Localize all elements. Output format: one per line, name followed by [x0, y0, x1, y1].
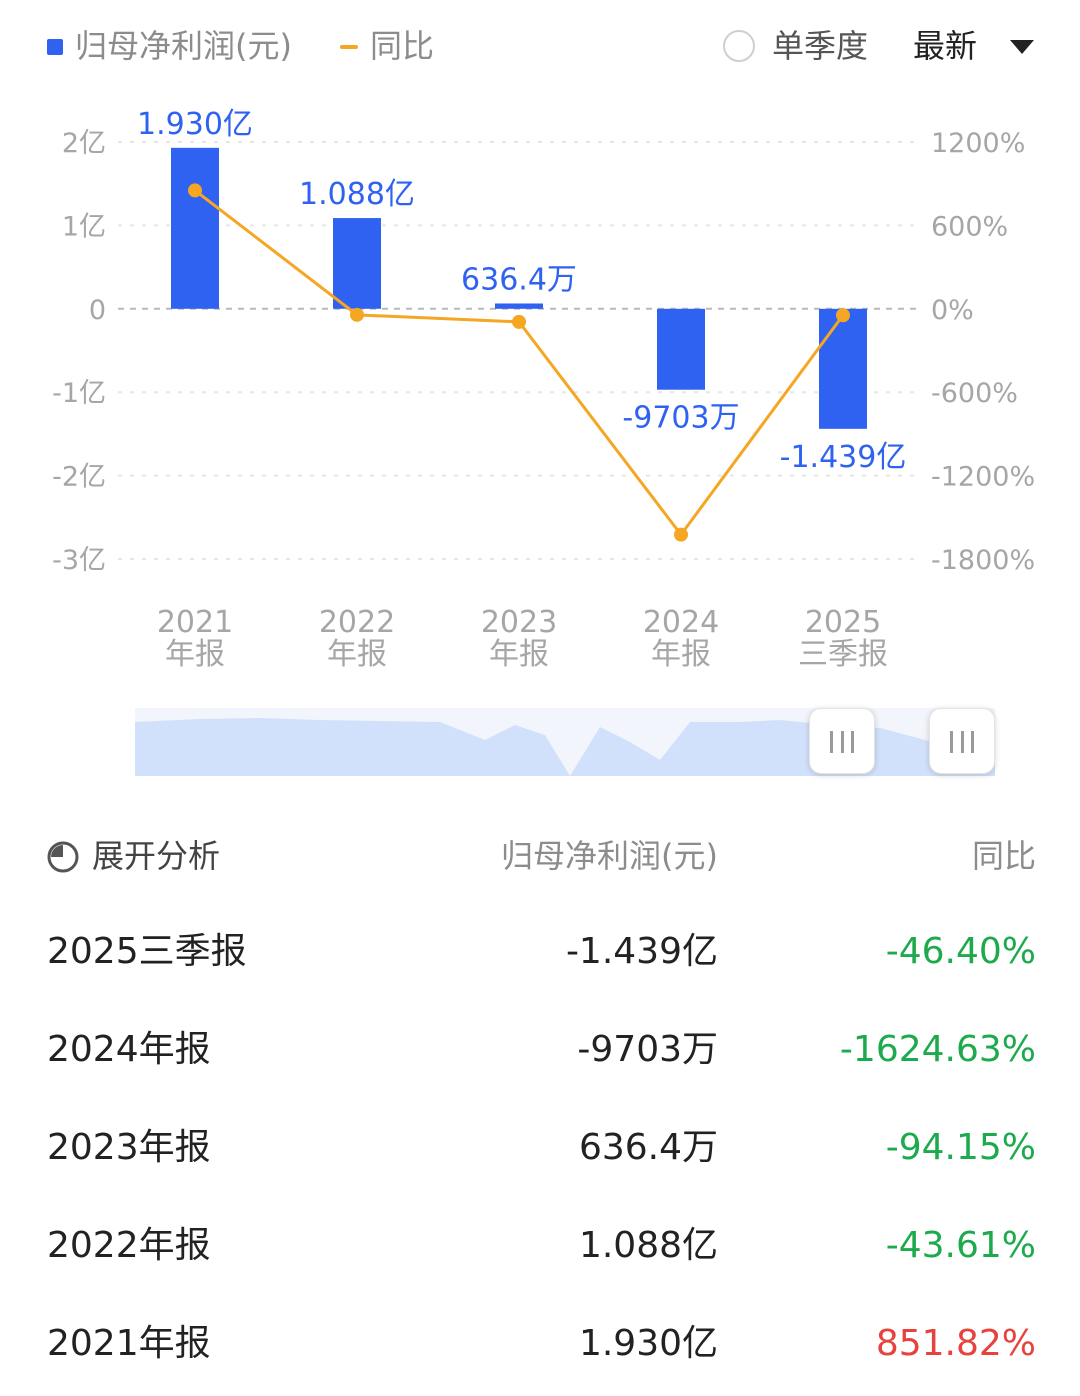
row-yoy: -1624.63% [839, 1029, 1036, 1070]
bar-data-label: 1.088亿 [299, 177, 415, 212]
category-label-year: 2025 [805, 605, 881, 640]
category-label-period: 年报 [165, 637, 225, 672]
table-header: 展开分析 归母净利润(元) 同比 [0, 826, 1080, 886]
left-axis-tick-label: -1亿 [52, 378, 106, 409]
category-label-period: 三季报 [798, 637, 888, 672]
column-header-net-profit: 归母净利润(元) [501, 837, 718, 875]
table-row[interactable]: 2021年报 1.930亿 851.82% [0, 1295, 1080, 1393]
chart-legend-bar: 归母净利润(元) 同比 单季度 最新 [0, 0, 1080, 92]
yoy-point [674, 527, 688, 542]
right-axis-tick-label: 0% [931, 295, 974, 326]
row-yoy: -43.61% [885, 1225, 1036, 1266]
row-net-profit: -1.439亿 [565, 931, 718, 972]
single-quarter-label[interactable]: 单季度 [772, 27, 869, 65]
row-period: 2025三季报 [47, 931, 247, 972]
row-yoy: -46.40% [885, 931, 1036, 972]
legend-yoy[interactable]: 同比 [370, 27, 435, 65]
column-header-yoy: 同比 [971, 837, 1036, 875]
row-net-profit: 1.088亿 [578, 1225, 718, 1266]
row-period: 2024年报 [47, 1029, 211, 1070]
row-period: 2022年报 [47, 1225, 211, 1266]
pie-chart-icon[interactable] [46, 840, 80, 874]
single-quarter-radio[interactable] [723, 30, 755, 62]
category-label-period: 年报 [489, 637, 549, 672]
row-yoy: -94.15% [885, 1127, 1036, 1168]
bar [495, 303, 543, 309]
bar-data-label: 636.4万 [461, 262, 577, 297]
yoy-line [194, 189, 845, 538]
bar [819, 308, 867, 429]
category-label-period: 年报 [651, 637, 711, 672]
legend-net-profit[interactable]: 归母净利润(元) [75, 27, 292, 65]
right-axis-tick-label: -1800% [931, 545, 1035, 576]
right-axis-tick-label: -600% [931, 378, 1018, 409]
bar-data-label: -1.439亿 [780, 440, 907, 475]
category-label-period: 年报 [327, 637, 387, 672]
left-axis-tick-label: 0 [89, 295, 106, 326]
bar-legend-marker [47, 39, 63, 55]
row-period: 2021年报 [47, 1323, 211, 1364]
yoy-point [188, 183, 202, 198]
yoy-point [836, 308, 850, 323]
category-label-year: 2023 [481, 605, 557, 640]
row-yoy: 851.82% [875, 1323, 1036, 1364]
period-dropdown[interactable]: 最新 [913, 27, 978, 65]
line-legend-marker [340, 45, 358, 49]
right-axis-tick-label: 600% [931, 211, 1008, 242]
minimap-area [135, 708, 995, 776]
table-row[interactable]: 2024年报 -9703万 -1624.63% [0, 1001, 1080, 1099]
row-net-profit: -9703万 [577, 1029, 718, 1070]
left-axis-tick-label: -2亿 [52, 462, 106, 493]
bar [333, 218, 381, 309]
row-period: 2023年报 [47, 1127, 211, 1168]
bar-data-label: 1.930亿 [137, 107, 253, 142]
table-row[interactable]: 2023年报 636.4万 -94.15% [0, 1099, 1080, 1197]
right-axis-tick-label: -1200% [931, 462, 1035, 493]
grip-icon [950, 731, 974, 753]
slider-handle-right[interactable] [929, 708, 995, 774]
net-profit-chart: 2亿 1亿 0 -1亿 -2亿 -3亿 1200% 600% 0% -600% -1200% -18… [52, 107, 1035, 672]
right-axis-tick-label: 1200% [931, 128, 1025, 159]
row-net-profit: 636.4万 [578, 1127, 718, 1168]
category-label-year: 2024 [643, 605, 719, 640]
bar [171, 147, 219, 309]
table-row[interactable]: 2025三季报 -1.439亿 -46.40% [0, 903, 1080, 1001]
range-slider[interactable] [0, 700, 1080, 790]
left-axis-tick-label: -3亿 [52, 545, 106, 576]
chevron-down-icon[interactable] [1010, 40, 1034, 54]
grip-icon [830, 731, 854, 753]
yoy-point [350, 307, 364, 322]
bar-data-label: -9703万 [622, 401, 739, 436]
left-axis-tick-label: 1亿 [62, 211, 106, 242]
yoy-point [512, 314, 526, 329]
bar [657, 308, 705, 390]
expand-analysis-button[interactable]: 展开分析 [92, 837, 221, 875]
slider-handle-left[interactable] [809, 708, 875, 774]
left-axis-tick-label: 2亿 [62, 128, 106, 159]
row-net-profit: 1.930亿 [578, 1323, 718, 1364]
category-label-year: 2021 [157, 605, 233, 640]
category-label-year: 2022 [319, 605, 395, 640]
table-row[interactable]: 2022年报 1.088亿 -43.61% [0, 1197, 1080, 1295]
